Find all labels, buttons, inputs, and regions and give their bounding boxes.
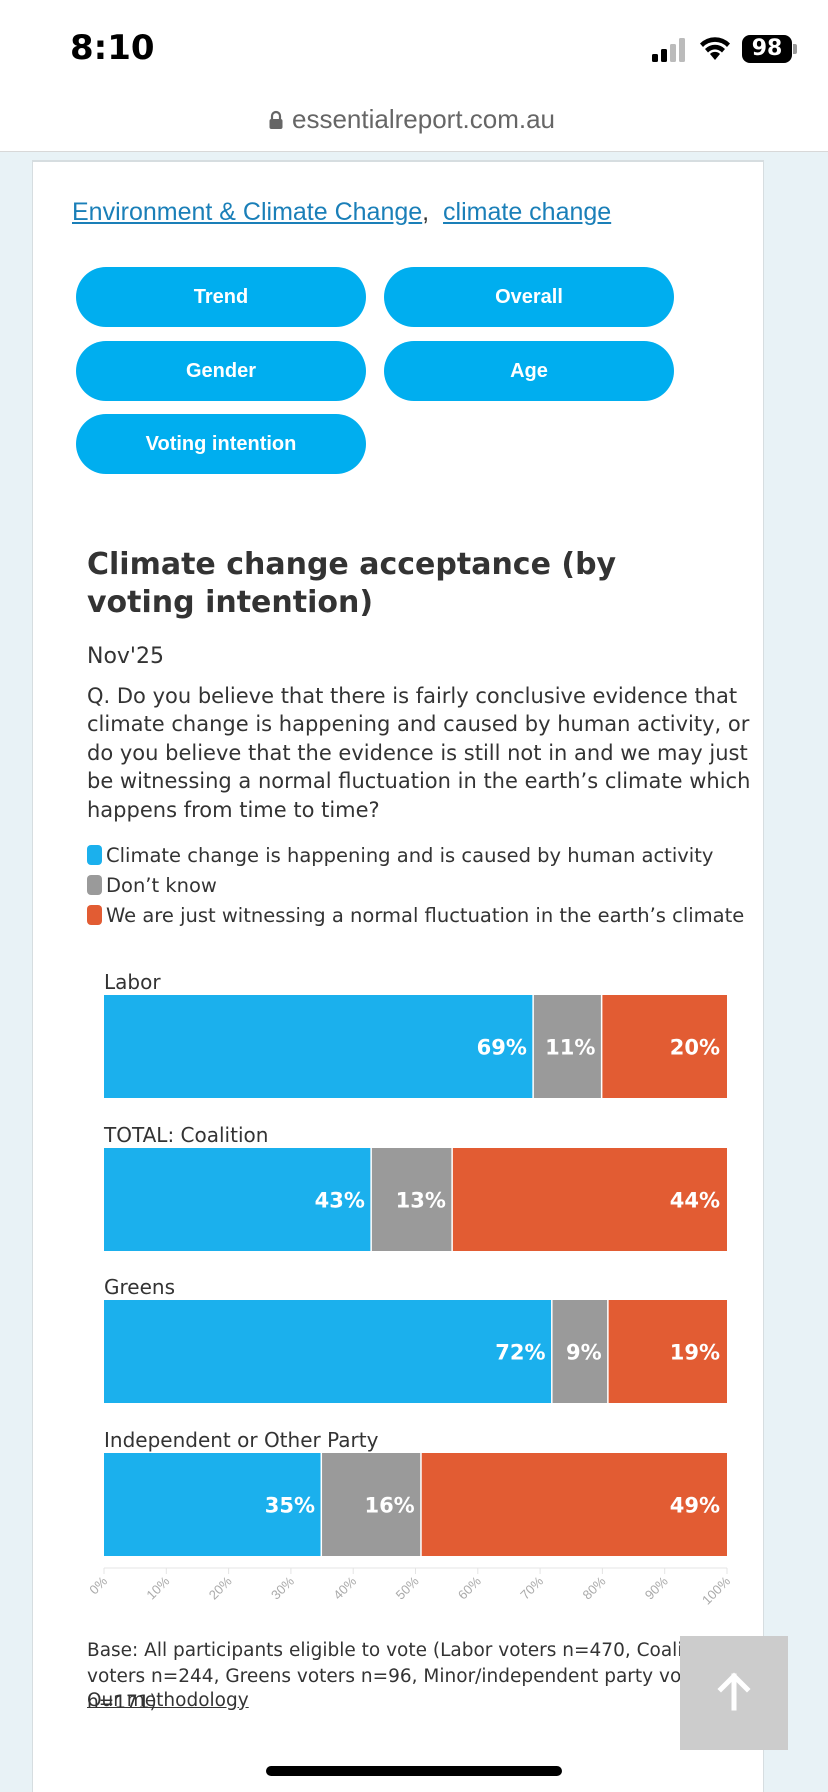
overall-button[interactable]: Overall [384, 267, 674, 327]
data-label-independent-or-other-party-series-0: 35% [265, 1494, 315, 1518]
bar-independent-or-other-party-series-1 [322, 1453, 421, 1556]
legend-swatch-human-activity [87, 845, 102, 865]
legend-label-human-activity: Climate change is happening and is cause… [106, 844, 714, 867]
category-label-independent-other: Independent or Other Party [104, 1428, 379, 1452]
data-label-labor-series-2: 20% [670, 1036, 720, 1060]
tag-environment-climate-change[interactable]: Environment & Climate Change [72, 198, 423, 226]
data-label-total-coalition-series-1: 13% [396, 1189, 446, 1213]
base-note: Base: All participants eligible to vote … [87, 1640, 718, 1713]
age-button[interactable]: Age [384, 341, 674, 401]
trend-button[interactable]: Trend [76, 267, 366, 327]
data-label-labor-series-1: 11% [545, 1036, 595, 1060]
bar-total-coalition-series-0 [104, 1148, 371, 1251]
topic-tags: Environment & Climate Change, climate ch… [72, 198, 611, 227]
bar-greens-series-0 [104, 1300, 552, 1403]
stacked-bar-chart: 69% 11% 20% 43% 13% 44% 72% 9% 19% 35% 16% 49% 0% 10%… [86, 995, 733, 1608]
lock-icon [269, 110, 283, 129]
x-tick-label: 30% [268, 1573, 297, 1602]
status-time: 8:10 [70, 28, 155, 68]
x-tick-label: 100% [699, 1573, 733, 1607]
data-label-total-coalition-series-2: 44% [670, 1189, 720, 1213]
bar-independent-or-other-party-series-0 [104, 1453, 321, 1556]
x-tick-label: 20% [206, 1573, 235, 1602]
url-text: essentialreport.com.au [292, 104, 556, 134]
bar-labor-series-2 [602, 995, 727, 1098]
legend-item-normal-fluctuation: We are just witnessing a normal fluctuat… [87, 904, 744, 927]
data-label-independent-or-other-party-series-1: 16% [364, 1494, 414, 1518]
bar-labor-series-1 [533, 995, 601, 1098]
legend-label-normal-fluctuation: We are just witnessing a normal fluctuat… [106, 904, 745, 927]
x-tick-label: 50% [393, 1573, 422, 1602]
tag-climate-change[interactable]: climate change [443, 198, 612, 226]
bar-labor-series-0 [104, 995, 533, 1098]
category-label-greens: Greens [104, 1275, 175, 1299]
gender-button[interactable]: Gender [76, 341, 366, 401]
status-bar: 8:10 98 [0, 0, 828, 96]
x-tick-label: 60% [455, 1573, 484, 1602]
legend-swatch-dont-know [87, 875, 102, 895]
bar-total-coalition-series-2 [452, 1148, 727, 1251]
tag-separator: , [422, 198, 430, 226]
x-tick-label: 80% [580, 1573, 609, 1602]
url-bar[interactable]: essentialreport.com.au [0, 96, 828, 152]
survey-question: Q. Do you believe that there is fairly c… [87, 684, 751, 822]
battery-tip [793, 44, 797, 54]
category-label-labor: Labor [104, 970, 161, 994]
data-label-greens-series-2: 19% [670, 1341, 720, 1365]
methodology-link[interactable]: Our methodology [87, 1690, 249, 1711]
data-label-independent-or-other-party-series-2: 49% [670, 1494, 720, 1518]
cellular-signal-icon [652, 38, 685, 62]
bar-greens-series-2 [608, 1300, 727, 1403]
x-tick-label: 70% [517, 1573, 546, 1602]
x-tick-label: 10% [143, 1573, 172, 1602]
chart-date: Nov'25 [87, 644, 164, 669]
data-label-greens-series-0: 72% [495, 1341, 545, 1365]
scroll-to-top-button[interactable] [680, 1636, 788, 1750]
data-label-greens-series-1: 9% [566, 1341, 602, 1365]
battery-indicator: 98 [742, 35, 792, 63]
bar-independent-or-other-party-series-2 [421, 1453, 727, 1556]
legend-label-dont-know: Don’t know [106, 874, 217, 897]
x-tick-label: 0% [86, 1573, 110, 1597]
legend-swatch-normal-fluctuation [87, 905, 102, 925]
x-tick-label: 40% [330, 1573, 359, 1602]
data-label-total-coalition-series-0: 43% [315, 1189, 365, 1213]
bar-total-coalition-series-1 [371, 1148, 452, 1251]
x-tick-label: 90% [642, 1573, 671, 1602]
data-label-labor-series-0: 69% [477, 1036, 527, 1060]
legend-item-dont-know: Don’t know [87, 874, 217, 897]
arrow-up-icon [717, 1672, 751, 1711]
legend-item-human-activity: Climate change is happening and is cause… [87, 844, 713, 867]
category-label-coalition: TOTAL: Coalition [104, 1123, 269, 1147]
bar-greens-series-1 [552, 1300, 608, 1403]
wifi-icon [700, 37, 730, 60]
home-indicator [266, 1766, 562, 1776]
voting-intention-button[interactable]: Voting intention [76, 414, 366, 474]
chart-title: Climate change acceptance (by voting int… [87, 547, 617, 620]
